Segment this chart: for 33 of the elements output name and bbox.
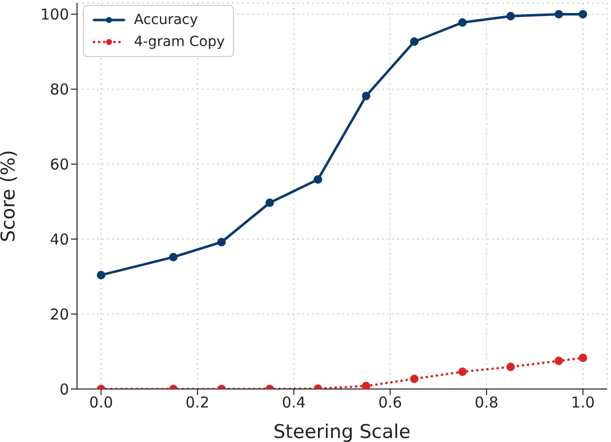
x-tick-label: 0.0 (89, 394, 114, 412)
y-tick-label: 40 (50, 230, 69, 248)
legend-label: Accuracy (134, 11, 198, 30)
point (217, 238, 226, 246)
y-tick-label: 60 (50, 155, 69, 174)
y-tick-label: 0 (59, 380, 69, 398)
x-tick-label: 0.2 (186, 394, 210, 412)
legend-label: 4-gram Copy (134, 33, 225, 52)
point (506, 362, 515, 372)
x-tick-label: 0.8 (474, 394, 498, 412)
point (554, 10, 564, 18)
point (362, 382, 370, 389)
x-tick-label: 0.4 (282, 394, 306, 412)
point (578, 10, 588, 18)
y-axis-title: Score (%) (0, 150, 20, 242)
point (506, 12, 515, 20)
point (265, 198, 274, 207)
point (96, 270, 106, 280)
x-axis-title: Steering Scale (273, 421, 411, 442)
y-tick-label: 100 (40, 6, 69, 24)
point (410, 37, 419, 46)
point (362, 92, 370, 100)
point (410, 374, 419, 384)
point (314, 175, 322, 184)
y-tick-label: 20 (50, 305, 69, 324)
x-tick-label: 0.6 (378, 394, 402, 412)
point (169, 252, 178, 262)
point (578, 354, 588, 362)
point (458, 18, 467, 27)
point (458, 368, 467, 376)
x-tick-label: 1.0 (570, 394, 595, 412)
y-tick-label: 80 (50, 80, 69, 99)
point (554, 356, 564, 366)
